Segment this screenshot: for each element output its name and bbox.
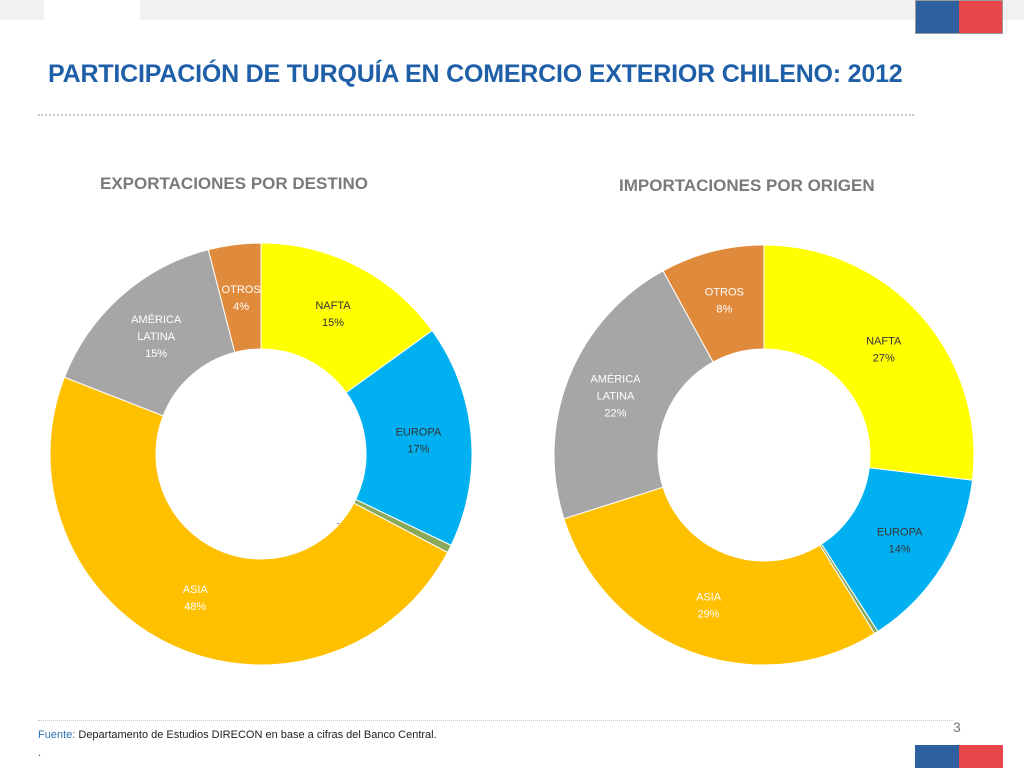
- flag-logo-top: [915, 0, 1003, 34]
- donut-slice-america-latina: [63, 249, 236, 417]
- donut-label-name: OTROS: [222, 284, 261, 296]
- donut-label-nafta: NAFTA 15%: [315, 300, 351, 329]
- donut-slice-asia: [49, 376, 449, 666]
- footer-source: Fuente: Departamento de Estudios DIRECON…: [38, 729, 437, 741]
- donut-slice-nafta: [763, 244, 975, 481]
- donut-label-otros: OTROS 8%: [705, 286, 744, 315]
- donut-label-value: 29%: [698, 609, 720, 621]
- donut-label-value: 8%: [716, 303, 732, 315]
- flag-red-block: [959, 0, 1003, 34]
- donut-label-name: OTROS: [705, 286, 744, 298]
- donut-slice-europa: [345, 329, 473, 547]
- donut-label-value: 4%: [233, 301, 249, 313]
- donut-slice-nafta: [260, 242, 433, 394]
- imports-donut: NAFTA27%EUROPA14%TURQUÍA0,3%ASIA29%AMÉRI…: [553, 244, 975, 666]
- donut-label-europa: EUROPA 17%: [396, 427, 442, 456]
- donut-label-otros: OTROS 4%: [222, 284, 261, 313]
- donut-label-value: 27%: [873, 352, 895, 364]
- donut-label-name: AMÉRICA: [590, 373, 641, 386]
- source-label: Fuente:: [38, 729, 76, 741]
- donut-label-name: LATINA: [597, 391, 635, 403]
- donut-label-name: EUROPA: [396, 427, 442, 439]
- donut-slice-asia: [563, 486, 876, 666]
- flag-red-block: [959, 745, 1003, 768]
- flag-blue-block: [915, 745, 959, 768]
- donut-label-name: EUROPA: [877, 526, 923, 538]
- donut-slice-europa: [820, 467, 974, 633]
- slide-title: PARTICIPACIÓN DE TURQUÍA EN COMERCIO EXT…: [48, 60, 903, 88]
- exports-chart-title: EXPORTACIONES POR DESTINO: [100, 174, 368, 193]
- top-bar: [0, 0, 1024, 20]
- donut-label-name: AMÉRICA: [131, 313, 182, 326]
- donut-label-asia: ASIA 48%: [183, 584, 209, 613]
- donut-label-value: 15%: [322, 317, 344, 329]
- donut-slice-otros: [207, 242, 262, 353]
- footer-dot: .: [38, 747, 42, 759]
- page-number: 3: [953, 719, 961, 735]
- donut-label-asia: ASIA 29%: [696, 592, 722, 621]
- donut-slice-otros: [662, 244, 765, 363]
- footer-divider: [38, 720, 954, 721]
- imports-chart-title: IMPORTACIONES POR ORIGEN: [619, 176, 875, 195]
- donut-label-name: LATINA: [137, 331, 175, 343]
- flag-outline: [915, 0, 1003, 34]
- top-bar-tab: [44, 0, 140, 20]
- donut-label-america-latina: AMÉRICA LATINA 15%: [131, 313, 182, 360]
- title-divider: [38, 114, 914, 116]
- donut-label-name: NAFTA: [866, 335, 902, 347]
- donut-label-name: ASIA: [183, 584, 209, 596]
- donut-label-value: 15%: [145, 348, 167, 360]
- flag-blue-block: [915, 0, 959, 34]
- source-text: Departamento de Estudios DIRECON en base…: [78, 729, 437, 741]
- donut-slice-america-latina: [553, 270, 714, 520]
- donut-label-value: 14%: [889, 543, 911, 555]
- donut-label-europa: EUROPA 14%: [877, 526, 923, 555]
- donut-label-nafta: NAFTA 27%: [866, 335, 902, 364]
- exports-donut: NAFTA15%EUROPA17%TURQUÍA0,6%ASIA48%AMÉRI…: [49, 242, 473, 666]
- donut-label-america-latina: AMÉRICA LATINA 22%: [590, 373, 641, 420]
- donut-label-name: ASIA: [696, 592, 722, 604]
- donut-label-value: 48%: [184, 601, 206, 613]
- donut-label-value: 22%: [604, 408, 626, 420]
- flag-logo-bottom: [915, 745, 1003, 768]
- donut-label-value: 17%: [407, 444, 429, 456]
- donut-label-name: NAFTA: [315, 300, 351, 312]
